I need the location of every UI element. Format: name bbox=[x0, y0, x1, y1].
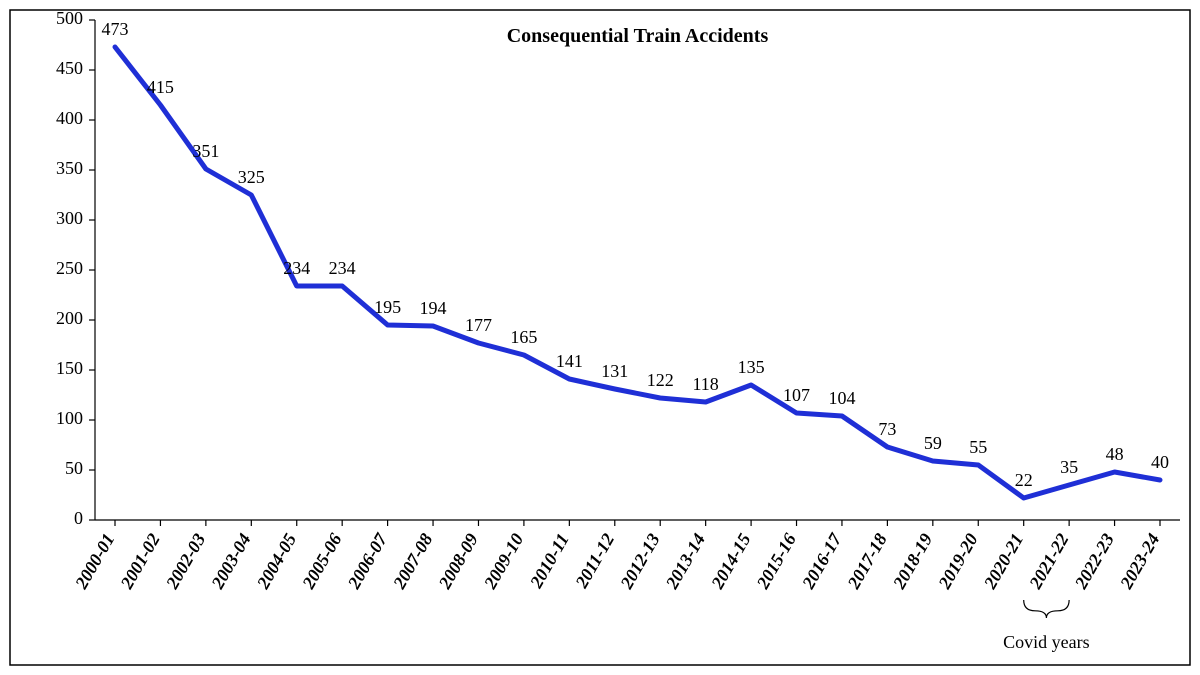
data-label: 73 bbox=[878, 419, 896, 439]
data-label: 194 bbox=[420, 298, 447, 318]
data-label: 104 bbox=[828, 388, 855, 408]
data-label: 122 bbox=[647, 370, 674, 390]
data-label: 40 bbox=[1151, 452, 1169, 472]
y-tick-label: 200 bbox=[56, 308, 83, 328]
chart-container: 0 50 100 150 200 250 300 350 400 450 500 Consequent… bbox=[0, 0, 1200, 675]
y-tick-label: 450 bbox=[56, 58, 83, 78]
data-label: 177 bbox=[465, 315, 492, 335]
y-tick-label: 150 bbox=[56, 358, 83, 378]
y-tick-label: 500 bbox=[56, 8, 83, 28]
data-label: 325 bbox=[238, 167, 265, 187]
data-label: 351 bbox=[192, 141, 219, 161]
data-label: 107 bbox=[783, 385, 810, 405]
data-label: 234 bbox=[329, 258, 356, 278]
y-tick-label: 100 bbox=[56, 408, 83, 428]
y-tick-label: 300 bbox=[56, 208, 83, 228]
data-label: 165 bbox=[510, 327, 537, 347]
data-label: 131 bbox=[601, 361, 628, 381]
data-label: 59 bbox=[924, 433, 942, 453]
annotation-label: Covid years bbox=[1003, 632, 1089, 652]
y-tick-label: 400 bbox=[56, 108, 83, 128]
line-chart: 0 50 100 150 200 250 300 350 400 450 500 Consequent… bbox=[0, 0, 1200, 675]
data-label: 118 bbox=[692, 374, 718, 394]
data-label: 195 bbox=[374, 297, 401, 317]
chart-title: Consequential Train Accidents bbox=[507, 25, 769, 47]
y-tick-label: 0 bbox=[74, 508, 83, 528]
data-label: 473 bbox=[102, 19, 129, 39]
data-label: 135 bbox=[738, 357, 765, 377]
data-label: 35 bbox=[1060, 457, 1078, 477]
y-tick-label: 250 bbox=[56, 258, 83, 278]
data-label: 415 bbox=[147, 77, 174, 97]
y-tick-label: 350 bbox=[56, 158, 83, 178]
data-label: 22 bbox=[1015, 470, 1033, 490]
data-label: 141 bbox=[556, 351, 583, 371]
data-label: 234 bbox=[283, 258, 310, 278]
data-label: 48 bbox=[1106, 444, 1124, 464]
y-tick-label: 50 bbox=[65, 458, 83, 478]
data-label: 55 bbox=[969, 437, 987, 457]
